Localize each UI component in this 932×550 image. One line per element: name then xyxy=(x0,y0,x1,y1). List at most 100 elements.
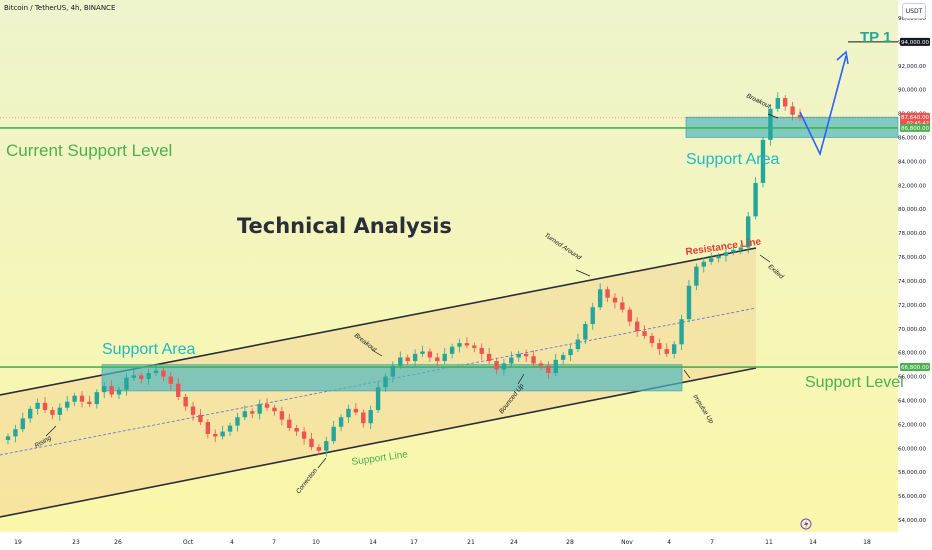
candle xyxy=(501,363,507,370)
support-level-label: Support Level xyxy=(805,374,904,391)
candle xyxy=(649,335,655,344)
candle xyxy=(124,377,129,390)
candle xyxy=(20,418,26,430)
y-tick-label: 60,000.00 xyxy=(898,446,926,452)
x-tick-label: 17 xyxy=(410,539,418,546)
candle xyxy=(523,353,529,357)
candle xyxy=(694,266,699,286)
candle xyxy=(264,404,270,408)
price-badge-countdown: 02:45:42 xyxy=(907,121,929,127)
y-tick-label: 54,000.00 xyxy=(898,518,926,524)
candle xyxy=(753,182,758,217)
candle xyxy=(664,349,669,354)
candle xyxy=(701,261,706,267)
candle xyxy=(316,447,322,451)
candle xyxy=(361,412,366,424)
x-tick-label: 18 xyxy=(863,539,871,546)
x-tick-label: 24 xyxy=(510,539,518,546)
candle xyxy=(139,375,144,379)
support-area-label-right: Support Area xyxy=(686,151,780,168)
candle xyxy=(383,376,388,388)
candle xyxy=(575,339,581,350)
support-area-zone-left xyxy=(101,364,683,392)
y-tick-label: 76,000.00 xyxy=(898,255,926,261)
x-tick-label: 14 xyxy=(369,539,377,546)
y-tick-label: 92,000.00 xyxy=(898,64,926,70)
candle xyxy=(745,216,751,248)
price-badge-3 xyxy=(900,363,930,372)
candle xyxy=(435,357,440,362)
candle xyxy=(109,386,114,395)
y-tick-label: 84,000.00 xyxy=(898,159,926,165)
candle xyxy=(627,309,632,322)
pointer-bounced-up xyxy=(517,373,525,385)
candle xyxy=(324,441,329,451)
candle xyxy=(716,255,721,259)
candle xyxy=(494,361,499,370)
candle xyxy=(612,297,618,303)
candle xyxy=(213,433,218,437)
y-tick-label: 66,000.00 xyxy=(898,375,926,381)
price-badge-0 xyxy=(900,37,930,46)
candle xyxy=(620,302,625,310)
candle xyxy=(398,357,403,366)
candle xyxy=(168,376,174,384)
candle xyxy=(5,436,11,440)
candle xyxy=(782,98,788,107)
candle xyxy=(375,387,381,411)
y-tick-label: 70,000.00 xyxy=(898,327,926,333)
x-tick-label: 10 xyxy=(312,539,320,546)
candle xyxy=(597,289,603,308)
current-support-level-label: Current Support Level xyxy=(6,141,172,160)
candle xyxy=(346,408,351,418)
x-tick-label: Nov xyxy=(621,539,633,546)
tp1-label: TP 1 xyxy=(860,29,891,46)
candle xyxy=(590,307,595,324)
currency-selector[interactable]: USDT xyxy=(902,3,926,19)
candle xyxy=(449,346,455,354)
candle xyxy=(235,417,240,426)
candle xyxy=(583,323,588,340)
candle xyxy=(790,106,795,115)
candle xyxy=(472,345,477,348)
candle xyxy=(457,343,462,347)
x-tick-label: Oct xyxy=(183,539,194,546)
candle xyxy=(183,396,188,407)
candle xyxy=(760,139,766,183)
time-axis-panel[interactable] xyxy=(0,532,932,550)
candle xyxy=(176,383,181,397)
candle xyxy=(405,357,410,362)
support-area-label-left: Support Area xyxy=(102,341,196,358)
price-badge-label-3: 66,800.00 xyxy=(901,365,929,371)
pointer-exited xyxy=(759,254,771,263)
candle xyxy=(486,353,492,362)
candle xyxy=(368,410,373,424)
price-axis-panel[interactable] xyxy=(898,0,932,532)
candle xyxy=(442,353,447,362)
support-line xyxy=(0,367,757,518)
candle xyxy=(279,411,285,420)
candle xyxy=(738,247,743,250)
chart-title-technical-analysis: Technical Analysis xyxy=(237,214,452,238)
lightning-icon[interactable] xyxy=(800,518,812,530)
candle xyxy=(116,389,122,395)
candle xyxy=(153,370,159,373)
candle xyxy=(28,408,33,419)
candle xyxy=(531,356,536,364)
y-tick-label: 82,000.00 xyxy=(898,183,926,189)
pointer-rising xyxy=(45,425,57,437)
candle xyxy=(250,411,255,414)
candle xyxy=(731,249,736,253)
price-badge-label-1: 87,640.00 xyxy=(901,115,929,121)
y-tick-label: 80,000.00 xyxy=(898,207,926,213)
candle xyxy=(35,402,40,409)
candle xyxy=(797,114,803,118)
x-tick-label: 7 xyxy=(272,539,276,546)
pointer-impulse-up xyxy=(683,369,691,379)
candle xyxy=(294,427,299,432)
projection-path xyxy=(799,55,847,157)
y-tick-label: 68,000.00 xyxy=(898,351,926,357)
candle xyxy=(220,431,225,437)
